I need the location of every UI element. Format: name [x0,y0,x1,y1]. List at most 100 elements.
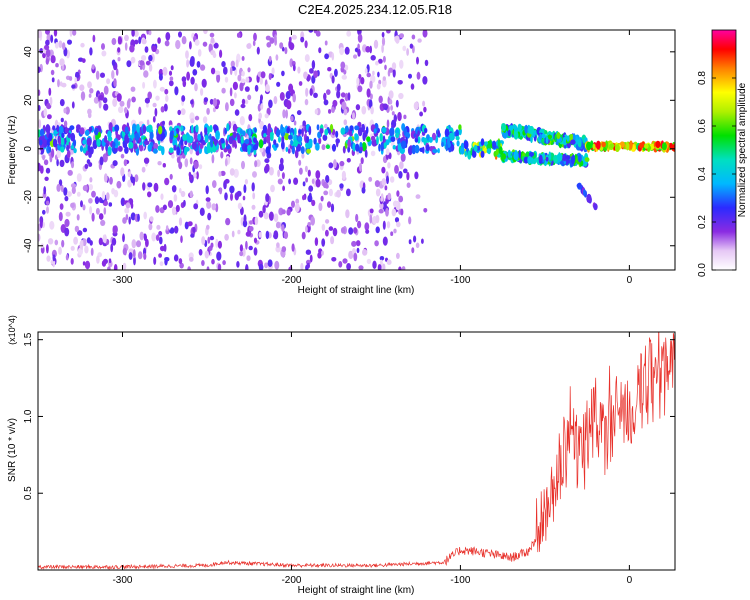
heatmap-cell [205,197,211,202]
heatmap-cell [246,43,252,49]
heatmap-cell [572,133,576,141]
heatmap-cell [408,73,412,79]
heatmap-cell [153,142,159,150]
heatmap-cell [497,139,501,148]
heatmap-cell [45,58,49,65]
heatmap-cell [245,240,248,250]
heatmap-cell [352,142,356,152]
heatmap-cell [293,127,297,137]
heatmap-cell [390,136,396,142]
heatmap-cell [324,53,329,60]
heatmap-cell [124,126,129,134]
heatmap-cell [356,247,360,253]
heatmap-cell [344,125,349,133]
heatmap-cell [96,255,100,264]
heatmap-cell [270,184,275,193]
snr-ytick-label: 1.5 [23,332,34,346]
heatmap-cell [398,171,403,179]
heatmap-cell [100,219,106,226]
heatmap-cell [458,124,462,131]
heatmap-cell [130,56,136,64]
spectrogram-xtick-label: -100 [450,275,470,286]
heatmap-cell [360,77,365,85]
heatmap-cell [99,156,104,166]
heatmap-cell [444,128,450,137]
heatmap-cell [189,256,194,262]
heatmap-cell [313,30,318,34]
heatmap-cell [467,150,472,160]
heatmap-cell [107,266,111,270]
heatmap-cell [192,69,198,76]
heatmap-cell [644,143,649,149]
heatmap-cell [60,136,65,146]
heatmap-cell [323,92,327,101]
heatmap-cell [229,168,235,176]
heatmap-cell [370,55,376,61]
snr-xtick-label: -300 [112,575,132,586]
heatmap-cell [46,206,49,214]
heatmap-cell [115,68,119,76]
heatmap-cell [205,146,211,154]
heatmap-cell [343,108,348,116]
heatmap-cell [237,229,241,235]
heatmap-cell [379,133,384,142]
heatmap-cell [394,217,400,223]
heatmap-cell [264,113,269,119]
heatmap-cell [220,138,225,144]
heatmap-cell [266,134,271,144]
heatmap-cell [162,163,166,168]
heatmap-cell [42,52,46,59]
heatmap-cell [88,198,93,204]
heatmap-cell [361,105,367,115]
heatmap-cell [224,76,229,83]
heatmap-cell [251,182,255,192]
heatmap-cell [168,80,174,87]
heatmap-cell [397,143,402,152]
heatmap-cell [292,64,296,72]
heatmap-cell [486,148,491,154]
heatmap-cell [169,173,173,180]
heatmap-cell [455,135,460,141]
heatmap-cell [249,220,254,225]
heatmap-cell [80,91,86,101]
heatmap-cell [138,137,142,143]
heatmap-cell [178,31,182,38]
spectrogram-ytick-label: 40 [23,46,34,58]
heatmap-cell [332,99,338,107]
heatmap-cell [302,120,307,126]
heatmap-cell [148,54,153,62]
heatmap-cell [385,207,389,217]
heatmap-cell [595,140,601,150]
heatmap-cell [155,205,160,213]
heatmap-cell [120,197,126,207]
heatmap-cell [94,196,100,205]
heatmap-cell [655,140,661,149]
heatmap-cell [46,244,49,254]
heatmap-cell [245,76,250,83]
heatmap-cell [129,44,135,53]
heatmap-cell [422,76,428,85]
heatmap-cell [539,133,542,141]
heatmap-cell [112,141,116,148]
heatmap-cell [38,119,42,129]
heatmap-cell [224,158,228,167]
heatmap-cell [278,163,284,172]
heatmap-cell [263,133,267,138]
colorbar-frame [711,29,737,271]
heatmap-cell [323,99,329,106]
heatmap-cell [300,146,305,155]
heatmap-cell [399,33,404,39]
heatmap-cell [324,40,328,46]
heatmap-cell [143,211,147,220]
heatmap-cell [240,78,246,84]
heatmap-cell [327,67,332,72]
heatmap-cell [160,193,164,200]
heatmap-cell [56,158,59,167]
heatmap-cell [331,106,335,113]
heatmap-cell [87,81,92,89]
heatmap-cell [357,85,363,93]
heatmap-cell [116,93,122,102]
heatmap-cell [94,127,99,136]
heatmap-cell [464,150,468,158]
heatmap-cell [88,93,92,98]
